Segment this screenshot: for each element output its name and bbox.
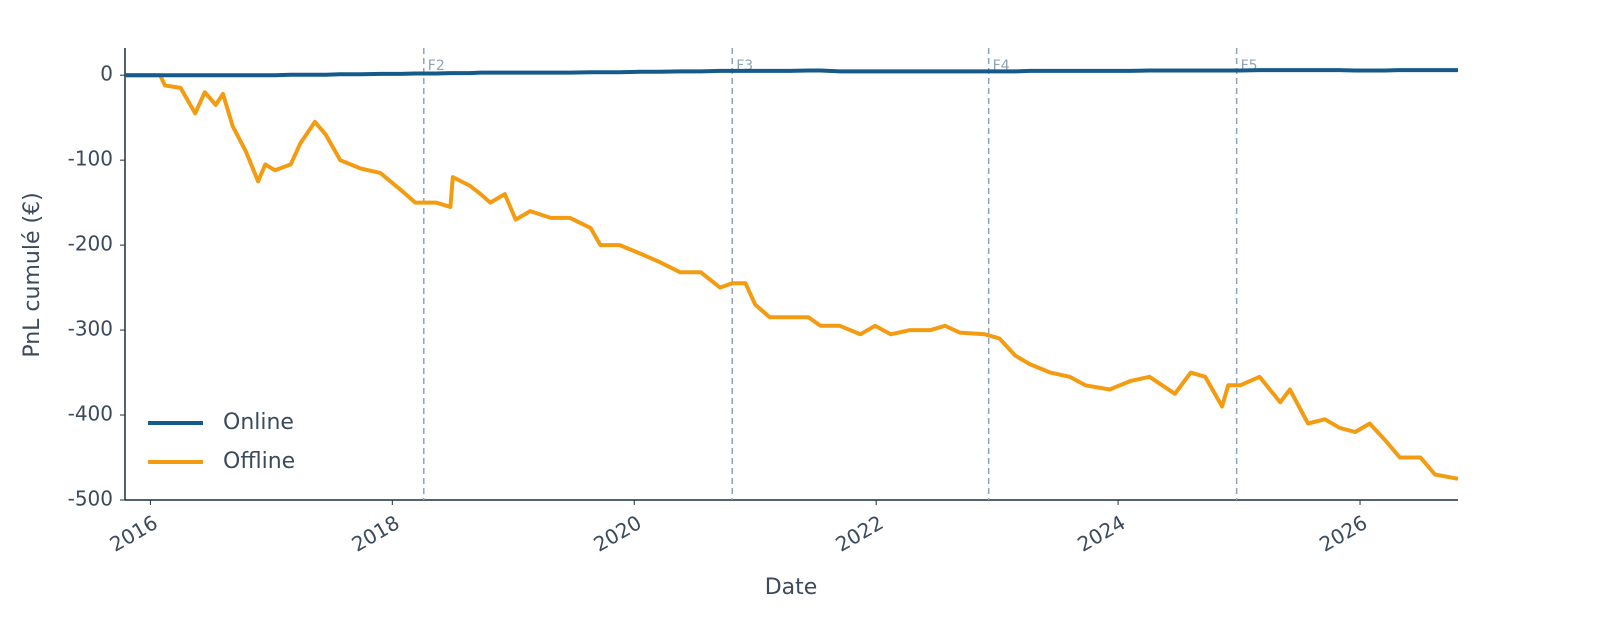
event-label: F2	[428, 58, 445, 74]
x-tick-label: 2022	[831, 510, 887, 556]
legend-label: Offline	[223, 449, 295, 474]
x-tick-label: 2016	[106, 510, 162, 556]
legend-label: Online	[223, 410, 294, 435]
y-axis-label: PnL cumulé (€)	[20, 192, 45, 357]
y-tick-label: -100	[68, 147, 113, 171]
x-tick-label: 2024	[1073, 510, 1129, 556]
x-tick-label: 2018	[347, 510, 403, 556]
y-tick-label: 0	[100, 62, 113, 86]
series-line	[125, 68, 1458, 78]
y-tick-label: -400	[68, 402, 113, 426]
series-line	[125, 73, 1459, 481]
x-axis-label: Date	[765, 575, 818, 600]
y-tick-label: -300	[68, 317, 113, 341]
y-tick-label: -200	[68, 232, 113, 256]
y-tick-label: -500	[68, 487, 113, 511]
x-tick-label: 2026	[1315, 510, 1371, 556]
x-tick-label: 2020	[589, 510, 645, 556]
